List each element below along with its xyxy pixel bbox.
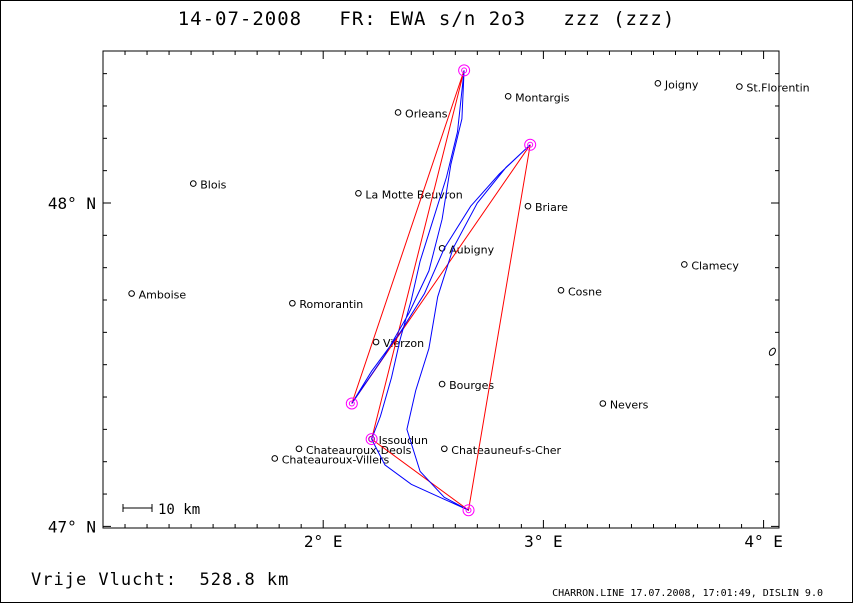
turnpoint-inner — [527, 141, 534, 148]
city-marker — [441, 445, 448, 453]
city-label: Amboise — [139, 289, 187, 302]
city-label: Chateauroux-Villers — [282, 453, 390, 466]
turnpoint-marker — [345, 397, 358, 410]
turnpoint-marker — [458, 64, 471, 77]
route-layer — [351, 70, 531, 512]
city-marker — [736, 83, 743, 90]
city-marker — [295, 445, 303, 453]
flight-title: 14-07-2008 FR: EWA s/n 2o3 zzz (zzz) — [177, 8, 676, 30]
map-marker — [768, 347, 776, 356]
city-label: Bourges — [449, 379, 494, 392]
map-border — [102, 50, 780, 529]
turnpoint-marker — [462, 504, 475, 517]
city-marker — [524, 202, 532, 210]
city-label: La Motte Beuvron — [365, 188, 462, 201]
city-marker — [128, 290, 135, 297]
turnpoint-inner — [465, 507, 472, 514]
city-marker — [372, 338, 380, 346]
city-marker — [189, 180, 197, 187]
city-marker — [654, 80, 662, 87]
city-marker — [355, 189, 362, 197]
city-label: Aubigny — [449, 243, 494, 256]
turnpoint-marker — [365, 433, 378, 446]
track-layer — [351, 70, 531, 511]
turnpoint-inner — [461, 67, 468, 74]
city-label: Cosne — [568, 285, 602, 298]
turnpoint-inner — [348, 400, 355, 407]
city-marker — [599, 400, 607, 407]
route-line — [351, 70, 531, 512]
city-layer: Orleans Montargis Joigny St.Florentin Blois L… — [128, 78, 810, 466]
city-label: Montargis — [515, 91, 570, 104]
turnpoint-inner — [368, 436, 375, 443]
city-label: Blois — [200, 179, 226, 192]
x-tick-label: 2° E — [304, 532, 343, 551]
city-marker — [557, 287, 565, 294]
y-tick-label: 48° N — [48, 194, 96, 213]
city-label: St.Florentin — [746, 82, 809, 95]
city-label: Orleans — [405, 107, 448, 120]
city-label: Nevers — [610, 398, 649, 411]
turnpoint-layer — [345, 64, 537, 517]
footer-info: CHARRON.LINE 17.07.2008, 17:01:49, DISLI… — [552, 588, 823, 599]
distance-label: Vrije Vlucht: 528.8 km — [31, 570, 290, 590]
city-marker — [681, 261, 688, 268]
city-marker — [394, 109, 402, 116]
city-marker — [438, 380, 446, 388]
city-label: Issoudun — [379, 434, 428, 447]
x-tick-label: 4° E — [744, 532, 783, 551]
city-marker — [289, 299, 296, 307]
city-label: Romorantin — [299, 298, 363, 311]
turnpoint-marker — [524, 138, 537, 151]
city-label: Joigny — [664, 78, 699, 91]
city-label: Clamecy — [691, 259, 739, 272]
marker-shape — [768, 347, 776, 356]
scale-bar-label: 10 km — [158, 502, 200, 518]
x-tick-label: 3° E — [524, 532, 563, 551]
axis-ticks: 2° E 3° E 4° E 47° N 48° N — [48, 51, 783, 551]
gps-track — [351, 70, 531, 511]
city-label: Chateauneuf-s-Cher — [451, 444, 561, 457]
city-label: Briare — [535, 201, 568, 214]
city-marker — [504, 92, 512, 100]
city-label: Chateauroux-Deols — [306, 444, 412, 457]
y-tick-label: 47° N — [48, 517, 96, 536]
scale-bar: 10 km — [122, 502, 200, 518]
city-marker — [271, 455, 279, 462]
